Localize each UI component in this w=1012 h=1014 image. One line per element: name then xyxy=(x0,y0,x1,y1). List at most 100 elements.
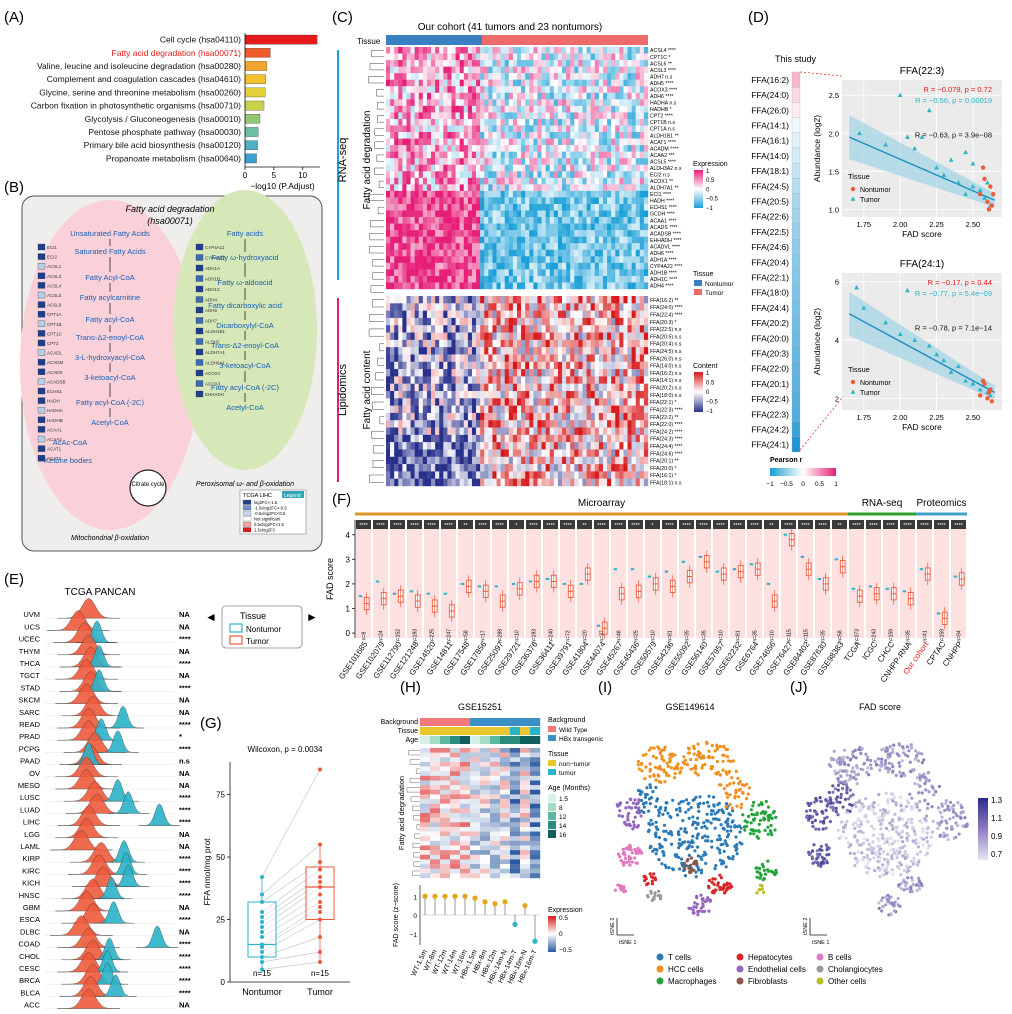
heat-cell xyxy=(512,236,518,244)
heat-cell xyxy=(418,60,424,67)
heat-cell xyxy=(476,398,481,406)
heat-cell xyxy=(562,60,567,67)
gene-row-label: ALDH1B1 ** xyxy=(650,133,679,139)
heat-cell xyxy=(426,478,432,487)
heat-cell xyxy=(545,217,550,224)
dendrogram-branch xyxy=(370,285,384,293)
heat-cell xyxy=(627,184,632,192)
heat-cell xyxy=(549,217,555,224)
heat-cell xyxy=(582,243,587,250)
y-tick-label: 4 xyxy=(835,336,839,345)
tissue-bar-nontumor xyxy=(386,35,482,45)
heat-cell xyxy=(451,391,456,399)
heat-cell xyxy=(619,325,624,333)
heat-cell xyxy=(574,449,579,457)
heat-cell xyxy=(574,230,579,237)
gene-label: CPT1C xyxy=(47,331,63,336)
sample-count: n=289 xyxy=(498,629,504,643)
heat-cell xyxy=(467,223,473,231)
heat-cell xyxy=(537,256,542,264)
heat-cell xyxy=(631,92,636,100)
heat-cell xyxy=(484,471,489,479)
heat-cell xyxy=(459,347,464,355)
nontumor-ridge xyxy=(92,900,135,924)
significance-strip xyxy=(849,520,864,529)
heat-cell xyxy=(431,138,436,146)
lipid-row-label: FFA(22:1) * xyxy=(650,400,677,406)
heat-cell xyxy=(435,203,440,211)
heat-cell xyxy=(586,60,591,67)
heat-cell xyxy=(488,332,493,341)
heat-cell xyxy=(471,171,477,179)
heat-cell xyxy=(533,275,538,283)
gene-label: ADH7 xyxy=(205,319,218,324)
heat-cell xyxy=(471,118,477,126)
gene-label: ACAA2 xyxy=(47,437,62,442)
heat-cell xyxy=(537,427,542,436)
heat-cell xyxy=(508,118,514,126)
heat-cell xyxy=(517,456,522,465)
heat-cell xyxy=(431,310,436,319)
heat-cell xyxy=(602,262,608,270)
heat-cell xyxy=(582,236,587,244)
heat-cell xyxy=(525,303,530,311)
heat-cell xyxy=(500,478,505,487)
heat-cell xyxy=(623,275,628,283)
heat-cell xyxy=(496,391,501,399)
heat-cell xyxy=(439,427,444,436)
gene-label: ADH4 xyxy=(205,298,218,303)
heat-cell xyxy=(402,47,407,54)
heat-cell xyxy=(611,391,616,399)
heat-cell xyxy=(476,478,481,487)
heat-cell xyxy=(443,125,448,133)
gene-label: CPT1A xyxy=(47,312,62,317)
heat-cell xyxy=(467,361,473,370)
gene-row-label: ACSL4 **** xyxy=(650,48,676,54)
significance-label: **** xyxy=(886,523,895,529)
heat-cell xyxy=(639,262,645,270)
heat-cell xyxy=(480,420,485,428)
heat-cell xyxy=(570,398,575,406)
heat-cell xyxy=(426,449,432,457)
heat-cell xyxy=(545,347,550,355)
heat-cell xyxy=(627,145,632,152)
heat-cell xyxy=(619,310,624,319)
heat-cell xyxy=(541,464,546,472)
heat-cell xyxy=(521,361,526,370)
heat-cell xyxy=(639,332,645,341)
tumor-point xyxy=(919,134,925,139)
panel-f-boxplots: Microarray RNA-seq Proteomics****n=8GSE101… xyxy=(325,498,967,684)
heat-cell xyxy=(570,223,575,231)
heat-cell xyxy=(635,138,641,146)
heat-cell xyxy=(578,391,583,399)
lipid-row-label: FFA(22:3) **** xyxy=(650,408,683,414)
heat-cell xyxy=(447,376,452,384)
heat-cell xyxy=(422,190,428,198)
heat-cell xyxy=(394,325,399,333)
heat-cell xyxy=(443,427,448,436)
heat-cell xyxy=(627,296,632,304)
significance-label: **** xyxy=(546,523,555,529)
heat-cell xyxy=(525,354,530,362)
heat-cell xyxy=(426,86,432,93)
heat-cell xyxy=(586,383,591,392)
heat-cell xyxy=(615,184,620,192)
significance-label: * xyxy=(515,523,518,529)
heat-cell xyxy=(533,73,538,80)
heat-cell xyxy=(467,197,473,205)
heat-cell xyxy=(422,73,428,80)
heat-cell xyxy=(582,275,587,283)
heat-cell xyxy=(602,99,608,107)
heat-cell xyxy=(566,456,571,465)
heat-cell xyxy=(488,210,493,218)
heat-cell xyxy=(459,138,464,146)
nontumor-ridge xyxy=(107,791,149,814)
heat-cell xyxy=(525,296,530,304)
heat-cell xyxy=(525,262,530,270)
heat-cell xyxy=(463,86,469,93)
gene-box xyxy=(37,339,46,347)
heat-cell xyxy=(517,92,522,100)
heat-cell xyxy=(492,151,497,159)
heat-cell xyxy=(512,112,518,120)
heat-cell xyxy=(431,282,436,290)
